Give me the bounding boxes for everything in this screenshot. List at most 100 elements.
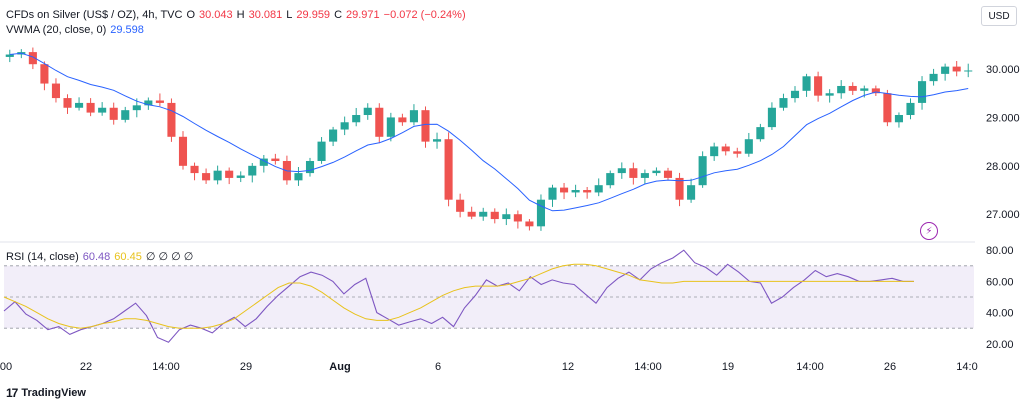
vwma-line (9, 52, 969, 212)
candle (98, 102, 107, 116)
candle (594, 178, 603, 197)
candle (629, 162, 638, 185)
time-tick-label: 14:00 (796, 361, 824, 373)
candle (779, 93, 788, 111)
candle (432, 132, 442, 149)
price-tick-label: 27.000 (986, 209, 1020, 221)
currency-button[interactable]: USD (981, 6, 1017, 26)
candle (560, 182, 569, 200)
candle (109, 102, 118, 125)
time-tick-label: 00 (0, 361, 12, 373)
candle (167, 98, 176, 142)
rsi-pane (3, 249, 974, 343)
candle (63, 94, 72, 114)
candle (213, 165, 222, 185)
high-label: H (236, 9, 245, 21)
candle (86, 98, 95, 117)
rsi-tick-label: 40.00 (986, 308, 1014, 320)
candle (652, 167, 661, 176)
tradingview-brand[interactable]: 17 TradingView (6, 386, 86, 400)
candle (513, 210, 522, 229)
time-tick-label: 14:0 (956, 361, 977, 373)
candle (883, 89, 892, 127)
rsi-axis: 20.00 40.00 60.00 80.00 (986, 245, 1014, 351)
candle (236, 171, 245, 183)
lightning-icon[interactable]: ⚡ (920, 222, 938, 240)
candle (790, 86, 800, 103)
time-tick-label: 26 (884, 361, 896, 373)
brand-name: TradingView (21, 387, 86, 399)
candlestick-series (5, 47, 973, 231)
rsi-line (3, 249, 914, 343)
candle (941, 63, 950, 81)
candle (202, 168, 211, 184)
candle (733, 147, 742, 158)
time-tick-label: Aug (329, 361, 350, 373)
low-value: 29.959 (296, 9, 331, 21)
rsi-legend: RSI (14, close) 60.48 60.45 ∅ ∅ ∅ ∅ (6, 250, 194, 264)
close-label: C (334, 9, 343, 21)
high-value: 30.081 (248, 9, 283, 21)
candle (155, 93, 164, 107)
candle (583, 186, 592, 199)
open-value: 30.043 (199, 9, 233, 21)
rsi-empty-values: ∅ ∅ ∅ ∅ (145, 251, 194, 263)
candle (352, 107, 361, 127)
candle (479, 207, 488, 221)
candle (525, 219, 534, 231)
rsi-value: 60.48 (82, 250, 111, 263)
candle (952, 60, 961, 77)
vwma-value: 29.598 (110, 24, 144, 36)
candle (802, 73, 811, 97)
candle (178, 131, 188, 170)
candle (271, 153, 280, 165)
candle (663, 167, 673, 181)
price-axis: 27.000 28.000 29.000 30.000 (986, 64, 1020, 221)
candle (329, 126, 338, 147)
time-tick-label: 22 (80, 361, 92, 373)
vwma-label[interactable]: VWMA (20, close, 0) (6, 24, 107, 36)
candle (917, 76, 927, 110)
candle (40, 61, 49, 91)
change-value: −0.072 (−0.24%) (383, 9, 466, 21)
rsi-ma-value: 60.45 (114, 250, 142, 263)
candle (837, 80, 846, 99)
candle (259, 154, 268, 173)
candle (675, 172, 684, 207)
candle (894, 112, 903, 128)
price-tick-label: 29.000 (986, 112, 1020, 124)
candle (121, 106, 130, 123)
candle (756, 123, 765, 142)
candle (814, 71, 823, 102)
candle (467, 206, 476, 220)
time-axis: 00 22 14:00 29 Aug 6 12 14:00 19 14:00 26 14:0 (0, 361, 978, 373)
price-tick-label: 28.000 (986, 161, 1020, 173)
time-tick-label: 12 (562, 361, 574, 373)
close-value: 29.971 (346, 9, 380, 21)
candle (317, 137, 326, 164)
symbol-title[interactable]: CFDs on Silver (US$ / OZ), 4h, TVC (6, 9, 183, 21)
candle (687, 178, 696, 203)
candle (548, 184, 557, 207)
rsi-ma-line (3, 263, 914, 329)
candle (490, 208, 499, 224)
candle (375, 103, 384, 144)
candle (710, 142, 719, 161)
candle (767, 102, 776, 130)
candle (964, 63, 973, 78)
candle (28, 47, 37, 70)
candle (640, 169, 649, 185)
candle (848, 82, 857, 95)
candle (906, 98, 915, 120)
low-label: L (286, 9, 293, 21)
rsi-tick-label: 60.00 (986, 276, 1014, 288)
candle (721, 143, 730, 156)
time-tick-label: 6 (435, 361, 441, 373)
candle (871, 85, 880, 96)
candle (248, 163, 257, 183)
candle (144, 97, 153, 110)
rsi-label[interactable]: RSI (14, close) (6, 250, 79, 263)
tradingview-logo-icon: 17 (6, 386, 18, 400)
symbol-legend: CFDs on Silver (US$ / OZ), 4h, TVC O 30.0… (6, 9, 466, 21)
